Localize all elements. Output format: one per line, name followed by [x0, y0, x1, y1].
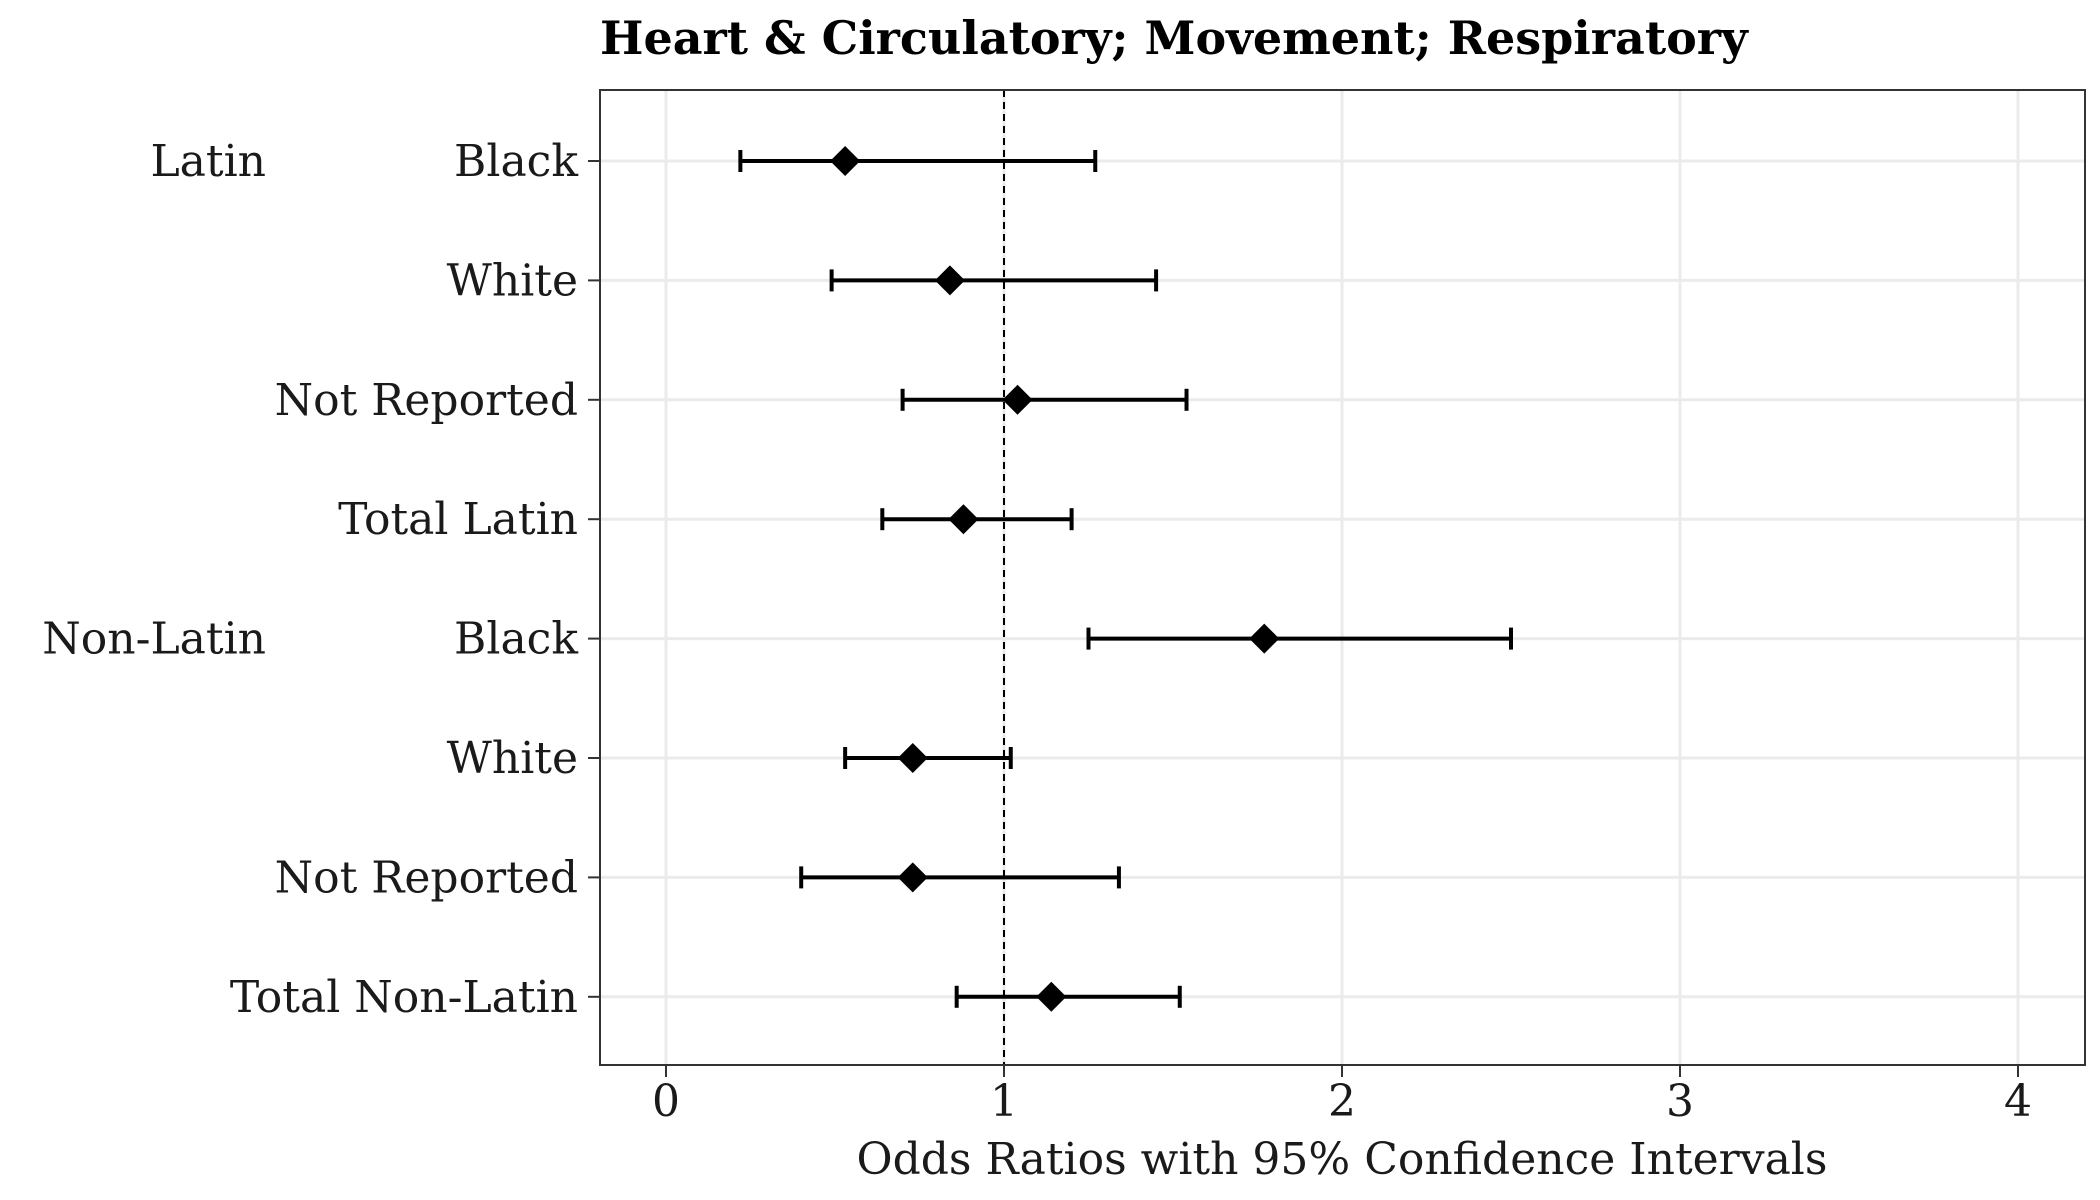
row-label: Total Non-Latin: [230, 972, 578, 1023]
odds-ratio-point: [1002, 384, 1033, 415]
data-points: [738, 146, 1513, 1012]
row-label: Total Latin: [338, 494, 578, 545]
x-tick-label: 2: [1328, 1076, 1356, 1127]
odds-ratio-point: [897, 743, 928, 773]
x-tick-label: 0: [652, 1076, 680, 1127]
odds-ratio-point: [1036, 981, 1067, 1012]
x-tick-label: 3: [1666, 1076, 1694, 1127]
x-axis-title: Odds Ratios with 95% Confidence Interval…: [857, 1134, 1828, 1185]
axes: 0 1 2 3 4 Black White Not Reported Total Latin Bl…: [42, 136, 2032, 1127]
odds-ratio-point: [948, 504, 979, 535]
row-label: Black: [454, 614, 578, 665]
row-label: White: [447, 255, 578, 306]
grid: [600, 90, 2085, 1065]
row-label: Not Reported: [275, 375, 578, 426]
chart-title: Heart & Circulatory; Movement; Respirato…: [600, 11, 1749, 65]
x-tick-label: 1: [990, 1076, 1018, 1127]
group-label: Latin: [150, 136, 266, 187]
odds-ratio-point: [934, 265, 965, 296]
odds-ratio-point: [897, 862, 928, 893]
row-label: Black: [454, 136, 578, 187]
row-label: White: [447, 733, 578, 784]
row-label: Not Reported: [275, 852, 578, 903]
odds-ratio-point: [1249, 623, 1280, 654]
odds-ratio-point: [830, 146, 861, 176]
x-tick-label: 4: [2004, 1076, 2032, 1127]
group-label: Non-Latin: [42, 614, 266, 665]
